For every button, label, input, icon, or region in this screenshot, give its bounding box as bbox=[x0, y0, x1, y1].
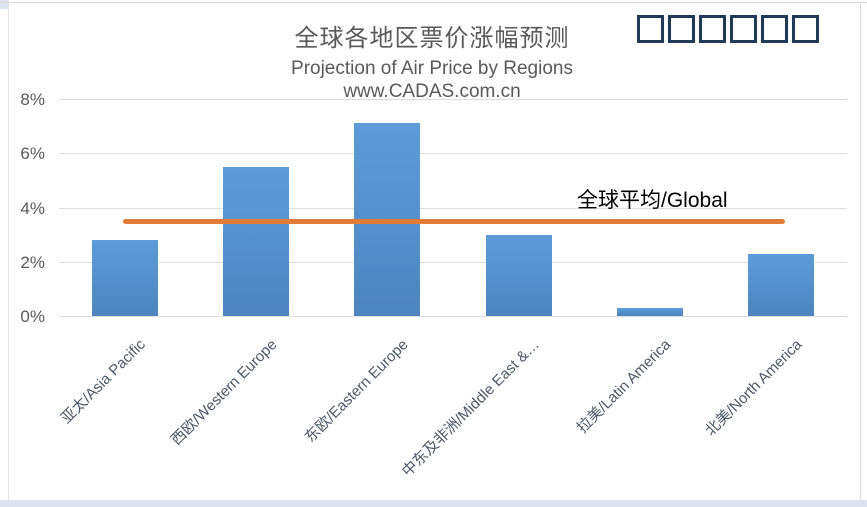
logo-placeholder-box bbox=[668, 15, 695, 43]
gridline bbox=[59, 316, 847, 317]
logo-placeholder-box bbox=[699, 15, 726, 43]
y-axis-tick-label: 6% bbox=[20, 144, 45, 164]
frame-left-border bbox=[8, 3, 9, 500]
logo-placeholder-boxes bbox=[637, 15, 819, 43]
window-corner-square bbox=[0, 0, 9, 9]
global-average-label: 全球平均/Global bbox=[577, 189, 728, 212]
y-axis-tick-label: 4% bbox=[20, 198, 45, 218]
chart-title-block: 全球各地区票价涨幅预测 Projection of Air Price by R… bbox=[97, 24, 767, 103]
y-axis-tick-label: 0% bbox=[20, 307, 45, 326]
bar-1 bbox=[91, 240, 158, 316]
logo-placeholder-box bbox=[792, 15, 819, 43]
gridline bbox=[59, 153, 847, 155]
chart-title: 全球各地区票价涨幅预测 bbox=[294, 25, 570, 52]
frame-bottom-strip bbox=[0, 500, 867, 507]
x-axis-label: 北美/North America bbox=[702, 336, 806, 440]
y-axis-tick-label: 8% bbox=[20, 90, 45, 109]
gridline bbox=[59, 99, 847, 100]
global-average-line bbox=[123, 218, 785, 224]
logo-placeholder-box bbox=[637, 15, 664, 43]
x-axis-label: 西欧/Western Europe bbox=[167, 336, 281, 449]
logo-placeholder-box bbox=[761, 15, 788, 43]
bar-4 bbox=[485, 234, 552, 316]
x-axis-label: 东欧/Eastern Europe bbox=[301, 336, 412, 447]
bar-2 bbox=[222, 166, 289, 316]
frame-top-border bbox=[0, 2, 867, 3]
bar-5 bbox=[616, 307, 683, 316]
frame-right-border bbox=[860, 3, 861, 500]
x-axis-label: 拉美/Latin America bbox=[573, 336, 675, 437]
logo-placeholder-box bbox=[730, 15, 757, 43]
gridline bbox=[59, 261, 847, 263]
chart-source-url: www.CADAS.com.cn bbox=[343, 81, 521, 102]
bar-6 bbox=[748, 253, 815, 316]
x-axis-label: 中东及非洲/Middle East &… bbox=[398, 336, 543, 481]
y-axis-tick-label: 2% bbox=[20, 252, 45, 272]
gridline bbox=[59, 207, 847, 209]
x-axis-label: 亚太/Asia Pacific bbox=[57, 336, 149, 428]
chart-subtitle: Projection of Air Price by Regions bbox=[291, 58, 573, 79]
